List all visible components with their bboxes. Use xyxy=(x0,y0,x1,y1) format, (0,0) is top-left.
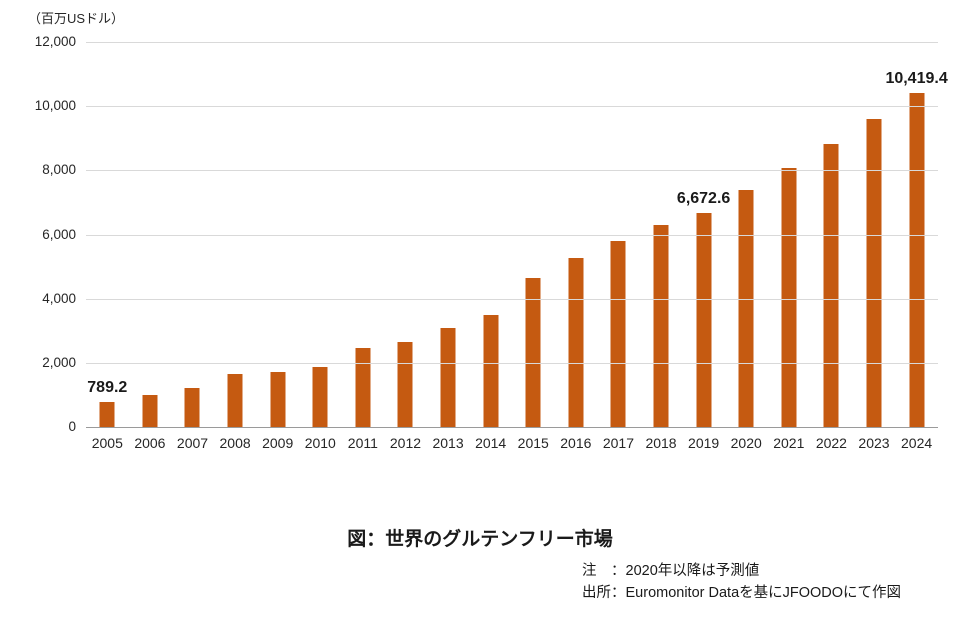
bar-2017 xyxy=(610,241,626,427)
bar-2013 xyxy=(440,328,456,427)
y-axis-unit-label: （百万USドル） xyxy=(28,11,125,26)
bar-column-2020: 2020 xyxy=(725,42,768,451)
x-tick-label-2014: 2014 xyxy=(475,435,507,451)
bar-column-2022: 2022 xyxy=(810,42,853,451)
x-tick-label-2013: 2013 xyxy=(432,435,464,451)
x-tick-label-2022: 2022 xyxy=(815,435,847,451)
bar-column-2017: 2017 xyxy=(597,42,640,451)
y-tick-label: 6,000 xyxy=(42,226,76,242)
bar-2020 xyxy=(738,189,754,427)
y-tick-label: 8,000 xyxy=(42,162,76,178)
bar-2015 xyxy=(525,277,541,427)
bar-column-2011: 2011 xyxy=(342,42,385,451)
y-axis: 0 2,000 4,000 6,000 8,000 10,000 12,000 xyxy=(0,34,76,434)
chart-title: 図：世界のグルテンフリー市場 xyxy=(347,529,613,550)
x-tick-label-2011: 2011 xyxy=(347,435,378,451)
data-label-2005: 789.2 xyxy=(87,378,128,396)
y-tick-label: 0 xyxy=(68,419,76,434)
bar-column-2010: 2010 xyxy=(299,42,342,451)
x-axis-line xyxy=(86,427,938,428)
bar-2023 xyxy=(866,118,882,427)
bar-2010 xyxy=(312,367,328,427)
x-tick-label-2006: 2006 xyxy=(134,435,166,451)
bar-2018 xyxy=(653,224,669,427)
data-label-2024: 10,419.4 xyxy=(885,69,948,87)
x-tick-label-2005: 2005 xyxy=(91,435,123,451)
bar-2022 xyxy=(823,144,839,427)
x-tick-label-2023: 2023 xyxy=(858,435,890,451)
bar-column-2009: 2009 xyxy=(256,42,299,451)
bar-column-2007: 2007 xyxy=(171,42,214,451)
gridline xyxy=(86,42,938,43)
x-tick-label-2017: 2017 xyxy=(602,435,634,451)
x-tick-label-2016: 2016 xyxy=(560,435,592,451)
x-tick-label-2015: 2015 xyxy=(517,435,549,451)
bar-column-2018: 2018 xyxy=(640,42,683,451)
bar-column-2015: 2015 xyxy=(512,42,555,451)
bar-2012 xyxy=(397,341,413,427)
x-tick-label-2008: 2008 xyxy=(219,435,251,451)
y-tick-label: 10,000 xyxy=(34,98,76,114)
gridline xyxy=(86,170,938,172)
bar-2016 xyxy=(568,258,584,427)
bar-2005 xyxy=(99,401,115,427)
x-tick-label-2024: 2024 xyxy=(901,435,933,451)
y-tick-label: 12,000 xyxy=(34,34,76,49)
note-forecast: 注 ：2020年以降は予測値 xyxy=(582,563,760,579)
gridline xyxy=(86,298,938,300)
bar-column-2021: 2021 xyxy=(768,42,811,451)
data-label-2019: 6,672.6 xyxy=(676,189,731,207)
bar-2009 xyxy=(270,371,286,427)
chart-notes: 注 ：2020年以降は予測値 出所：Euromonitor Dataを基にJFO… xyxy=(582,560,901,604)
x-tick-label-2021: 2021 xyxy=(773,435,805,451)
note-source: 出所：Euromonitor Dataを基にJFOODOにて作図 xyxy=(582,585,902,601)
gridline xyxy=(86,234,938,236)
bar-columns: 2005 789.2 2006 2007 2008 2009 2010 2011 2012 201… xyxy=(86,42,947,451)
bar-column-2014: 2014 xyxy=(469,42,512,451)
bar-2014 xyxy=(483,314,499,427)
bar-column-2013: 2013 xyxy=(427,42,470,451)
bar-column-2023: 2023 xyxy=(853,42,896,451)
bar-chart: 0 2,000 4,000 6,000 8,000 10,000 12,000 2005 78… xyxy=(0,34,960,482)
y-tick-label: 2,000 xyxy=(42,354,76,370)
gridline xyxy=(86,106,938,108)
bar-column-2005: 2005 789.2 xyxy=(86,42,129,451)
bar-column-2019: 2019 6,672.6 xyxy=(677,42,730,451)
bar-2019 xyxy=(696,212,712,427)
plot-area: 2005 789.2 2006 2007 2008 2009 2010 2011 2012 201… xyxy=(86,42,948,451)
bar-2021 xyxy=(781,167,797,427)
bar-column-2006: 2006 xyxy=(129,42,172,451)
bar-column-2016: 2016 xyxy=(555,42,598,451)
x-tick-label-2010: 2010 xyxy=(304,435,336,451)
x-tick-label-2019: 2019 xyxy=(688,435,720,451)
x-tick-label-2012: 2012 xyxy=(389,435,422,451)
bar-2008 xyxy=(227,374,243,427)
bar-2011 xyxy=(355,348,371,427)
bar-2024 xyxy=(909,92,925,427)
x-tick-label-2007: 2007 xyxy=(176,435,209,451)
y-tick-label: 4,000 xyxy=(42,290,76,306)
x-tick-label-2018: 2018 xyxy=(645,435,677,451)
bar-column-2024: 2024 10,419.4 xyxy=(885,42,947,451)
gridline xyxy=(86,362,938,364)
x-tick-label-2009: 2009 xyxy=(262,435,294,451)
bar-column-2008: 2008 xyxy=(214,42,257,451)
x-tick-label-2020: 2020 xyxy=(730,435,762,451)
bar-2007 xyxy=(184,387,200,427)
bar-2006 xyxy=(142,394,158,427)
